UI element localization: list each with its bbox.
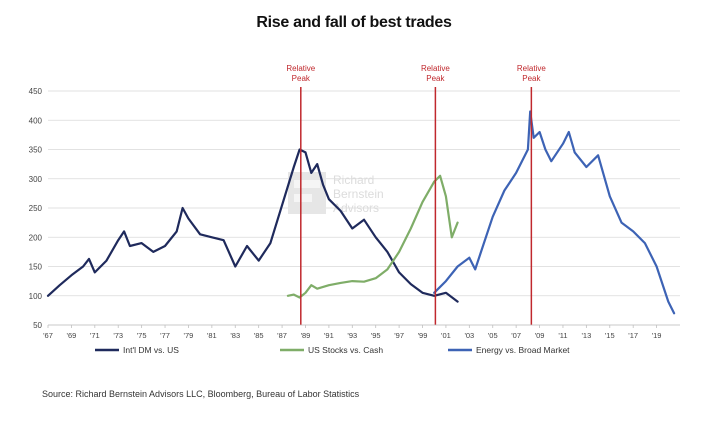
- x-tick-label: '01: [441, 331, 451, 340]
- x-tick-label: '81: [207, 331, 217, 340]
- series-line-0: [46, 148, 459, 303]
- y-tick-label: 100: [29, 292, 43, 301]
- watermark-logo: [288, 172, 326, 214]
- y-tick-label: 250: [29, 204, 43, 213]
- x-tick-label: '17: [628, 331, 638, 340]
- series-layer: [46, 110, 676, 315]
- legend-label-1: US Stocks vs. Cash: [308, 345, 383, 355]
- x-tick-label: '69: [67, 331, 77, 340]
- x-tick-label: '91: [324, 331, 334, 340]
- x-tick-label: '77: [160, 331, 170, 340]
- y-tick-label: 200: [29, 233, 43, 242]
- y-tick-label: 50: [33, 321, 42, 330]
- x-tick-label: '85: [254, 331, 264, 340]
- x-tick-label: '95: [371, 331, 381, 340]
- series-line-1: [286, 174, 459, 299]
- x-tick-label: '19: [652, 331, 662, 340]
- x-tick-label: '75: [137, 331, 147, 340]
- chart-title: Rise and fall of best trades: [256, 14, 452, 31]
- y-tick-label: 350: [29, 146, 43, 155]
- x-tick-label: '71: [90, 331, 100, 340]
- y-tick-label: 300: [29, 175, 43, 184]
- x-tick-label: '93: [347, 331, 357, 340]
- y-tick-label: 150: [29, 263, 43, 272]
- legend: Int'l DM vs. US US Stocks vs. Cash Energy …: [95, 345, 570, 355]
- x-tick-label: '83: [230, 331, 240, 340]
- watermark-logo-bar: [294, 180, 320, 188]
- source-note: Source: Richard Bernstein Advisors LLC, …: [42, 389, 360, 399]
- peak-label: Peak: [522, 74, 541, 83]
- y-tick-label: 400: [29, 116, 43, 125]
- legend-label-0: Int'l DM vs. US: [123, 345, 179, 355]
- watermark-text: Advisors: [333, 201, 379, 215]
- y-tick-label: 450: [29, 87, 43, 96]
- x-tick-label: '09: [535, 331, 545, 340]
- x-tick-label: '05: [488, 331, 498, 340]
- watermark-text: Richard: [333, 173, 374, 187]
- peak-label: Relative: [517, 64, 546, 73]
- peak-label: Peak: [292, 74, 311, 83]
- x-tick-label: '03: [464, 331, 474, 340]
- peak-label: Peak: [426, 74, 445, 83]
- x-tick-label: '67: [43, 331, 53, 340]
- x-tick-label: '15: [605, 331, 615, 340]
- peak-label: Relative: [286, 64, 315, 73]
- axis-layer: 50 100 150 200 250 300 350 400 450 '67 '69 '71 '73 '7…: [29, 87, 680, 340]
- watermark-text: Bernstein: [333, 187, 384, 201]
- peak-label: Relative: [421, 64, 450, 73]
- x-tick-label: '99: [418, 331, 428, 340]
- x-tick-label: '79: [184, 331, 194, 340]
- x-tick-label: '89: [301, 331, 311, 340]
- watermark-logo-bar: [294, 194, 312, 202]
- x-tick-label: '07: [511, 331, 521, 340]
- series-line-2: [433, 110, 676, 315]
- x-tick-label: '73: [113, 331, 123, 340]
- x-tick-label: '13: [581, 331, 591, 340]
- legend-label-2: Energy vs. Broad Market: [476, 345, 570, 355]
- x-tick-label: '97: [394, 331, 404, 340]
- x-tick-label: '87: [277, 331, 287, 340]
- x-tick-label: '11: [558, 331, 567, 340]
